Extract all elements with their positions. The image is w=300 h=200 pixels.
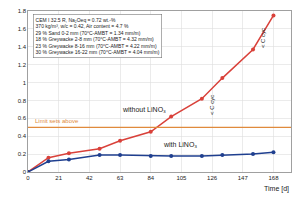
svg-text:without LiNO₃: without LiNO₃ bbox=[122, 106, 166, 113]
svg-text:0: 0 bbox=[26, 175, 30, 181]
svg-text:1.8: 1.8 bbox=[18, 8, 27, 14]
svg-text:63: 63 bbox=[117, 175, 124, 181]
svg-text:42: 42 bbox=[86, 175, 93, 181]
svg-text:with LiNO₃: with LiNO₃ bbox=[163, 141, 197, 148]
svg-text:0.4: 0.4 bbox=[18, 133, 27, 139]
svg-text:105: 105 bbox=[176, 175, 187, 181]
svg-text:1.4: 1.4 bbox=[18, 44, 27, 50]
svg-text:< C cyc: < C cyc bbox=[260, 28, 266, 48]
svg-text:< C cyc: < C cyc bbox=[209, 95, 215, 115]
svg-text:126: 126 bbox=[207, 175, 218, 181]
svg-text:147: 147 bbox=[238, 175, 249, 181]
svg-text:CEM I 32.5 R, Na₂Oeq = 0.72 wt: CEM I 32.5 R, Na₂Oeq = 0.72 wt.-%370 kg/… bbox=[36, 17, 160, 56]
svg-text:Limit sets above: Limit sets above bbox=[35, 118, 79, 124]
svg-text:0.6: 0.6 bbox=[18, 115, 27, 121]
svg-text:1: 1 bbox=[23, 80, 27, 86]
svg-text:1.2: 1.2 bbox=[18, 62, 27, 68]
svg-text:0.2: 0.2 bbox=[18, 151, 27, 157]
svg-text:1.6: 1.6 bbox=[18, 26, 27, 32]
svg-text:84: 84 bbox=[147, 175, 154, 181]
svg-text:21: 21 bbox=[55, 175, 62, 181]
svg-text:0.8: 0.8 bbox=[18, 98, 27, 104]
svg-text:0: 0 bbox=[23, 169, 27, 175]
svg-text:168: 168 bbox=[268, 175, 279, 181]
svg-text:Time [d]: Time [d] bbox=[264, 185, 289, 193]
